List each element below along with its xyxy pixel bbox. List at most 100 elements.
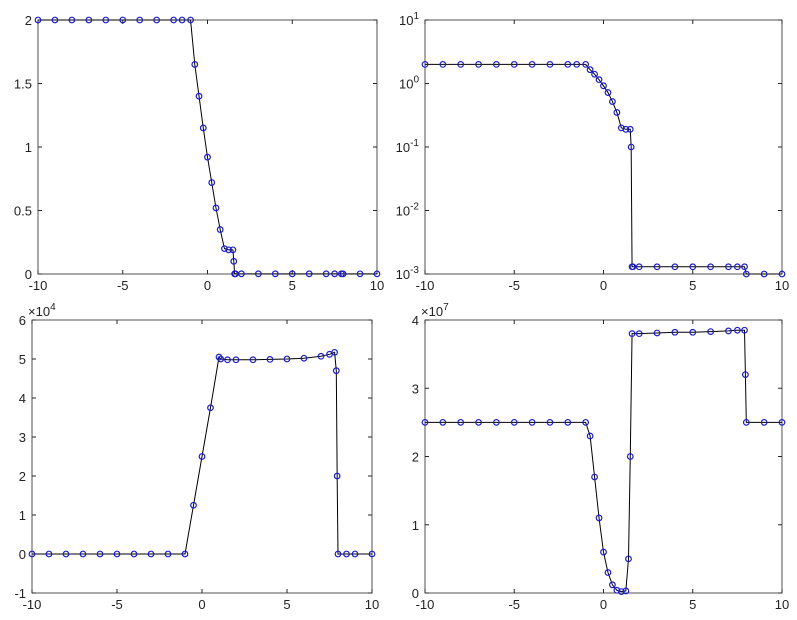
x-tick-label: 0 xyxy=(600,278,607,293)
y-tick-label: 2 xyxy=(19,469,26,484)
y-tick-label: 1 xyxy=(412,518,419,533)
data-point xyxy=(373,270,381,278)
data-point xyxy=(187,16,194,24)
x-tick-label: 5 xyxy=(689,278,696,293)
data-point xyxy=(178,16,186,24)
data-point xyxy=(322,270,330,278)
data-point xyxy=(96,550,104,558)
data-point xyxy=(528,418,536,426)
data-point xyxy=(635,330,643,338)
data-point xyxy=(725,263,732,271)
data-point xyxy=(113,550,121,558)
data-point xyxy=(707,263,714,271)
x-tick-label: 0 xyxy=(204,278,211,293)
data-point xyxy=(204,153,211,161)
data-point xyxy=(586,66,594,74)
data-point xyxy=(622,125,630,133)
data-point xyxy=(217,355,225,363)
data-point xyxy=(28,550,36,558)
data-point xyxy=(457,60,465,68)
data-point xyxy=(232,356,240,364)
data-point xyxy=(164,550,172,558)
data-point xyxy=(741,326,748,334)
data-point xyxy=(760,270,768,278)
data-point xyxy=(742,418,750,426)
data-point xyxy=(760,418,768,426)
plot-area xyxy=(424,19,783,275)
data-point xyxy=(208,179,216,186)
data-point xyxy=(332,367,340,375)
data-point xyxy=(625,555,632,563)
data-point xyxy=(225,246,233,254)
y-multiplier: ×107 xyxy=(421,302,449,319)
x-tick-label: -5 xyxy=(508,597,520,612)
data-point xyxy=(224,356,231,364)
data-point xyxy=(62,550,70,558)
y-tick-label: 101 xyxy=(399,11,419,28)
data-point xyxy=(653,263,661,271)
data-point xyxy=(595,514,603,522)
data-point xyxy=(356,270,364,278)
data-point xyxy=(216,226,224,233)
data-point xyxy=(671,328,679,336)
y-tick-label: 3 xyxy=(19,430,26,445)
reference-line xyxy=(38,19,377,275)
data-point xyxy=(778,270,786,278)
data-point xyxy=(230,257,238,265)
data-point xyxy=(34,16,42,24)
data-point xyxy=(79,550,87,558)
x-tick-label: 10 xyxy=(775,597,789,612)
data-point xyxy=(582,418,590,426)
data-point xyxy=(221,245,228,253)
data-point xyxy=(573,60,581,68)
y-multiplier: ×104 xyxy=(28,302,56,319)
y-tick-label: 1 xyxy=(25,140,32,155)
data-point xyxy=(595,76,603,84)
data-point xyxy=(190,501,197,509)
y-tick-label: 10-1 xyxy=(396,138,420,155)
x-tick-label: -5 xyxy=(508,278,520,293)
data-point xyxy=(331,270,339,278)
y-tick-label: -1 xyxy=(14,586,26,601)
x-tick-label: 10 xyxy=(775,278,789,293)
x-tick-label: -10 xyxy=(416,278,435,293)
x-tick-label: 10 xyxy=(365,597,379,612)
data-point xyxy=(742,270,750,278)
x-tick-label: 5 xyxy=(689,597,696,612)
data-point xyxy=(153,16,161,24)
data-point xyxy=(199,124,207,132)
data-point xyxy=(617,588,625,596)
data-point xyxy=(331,348,339,356)
data-point xyxy=(604,569,612,576)
data-point xyxy=(586,432,594,440)
data-point xyxy=(600,82,607,90)
data-point xyxy=(689,263,697,271)
data-point xyxy=(510,418,518,426)
data-point xyxy=(136,16,144,24)
y-tick-label: 10-2 xyxy=(396,202,420,219)
data-point xyxy=(671,263,679,271)
x-tick-label: -10 xyxy=(416,597,435,612)
data-point xyxy=(191,61,199,68)
data-point xyxy=(147,550,155,558)
data-point xyxy=(600,548,607,556)
y-tick-label: 4 xyxy=(412,313,419,328)
data-point xyxy=(85,16,93,24)
plot-area xyxy=(424,319,783,594)
y-tick-label: 1.5 xyxy=(14,77,32,92)
data-point xyxy=(510,60,518,68)
data-point xyxy=(546,418,554,426)
data-point xyxy=(742,371,749,379)
data-point xyxy=(119,16,127,24)
data-point xyxy=(237,270,245,278)
y-tick-label: 5 xyxy=(19,352,26,367)
y-tick-label: 2 xyxy=(25,13,32,28)
y-tick-label: 0 xyxy=(412,586,419,601)
data-point xyxy=(475,60,482,68)
data-point xyxy=(609,98,616,105)
data-point xyxy=(629,263,637,271)
data-point xyxy=(733,326,741,334)
data-point xyxy=(628,330,636,338)
data-point xyxy=(564,60,572,68)
